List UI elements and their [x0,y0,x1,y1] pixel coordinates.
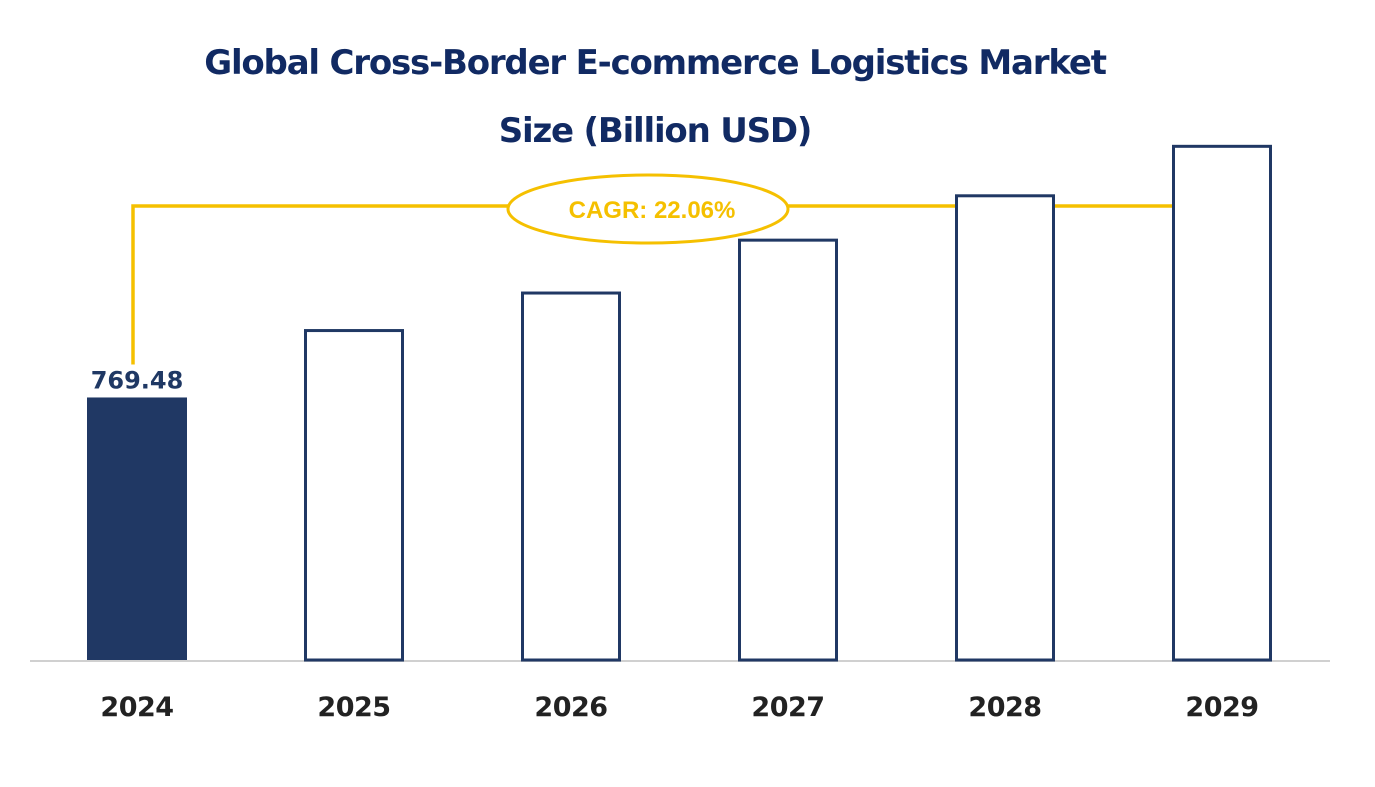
x-tick-label-2028: 2028 [968,692,1041,723]
bar-2024 [87,397,187,660]
chart-title-line-1: Global Cross-Border E-commerce Logistics… [204,43,1106,83]
data-label-2024: 769.48 [91,366,184,394]
bar-2028 [955,194,1055,662]
chart-title-line-2: Size (Billion USD) [499,111,812,151]
bar-labels: 2024 769.48 2025 2026 2027 2028 2029 [91,366,1259,723]
bar-series [87,144,1272,662]
cagr-label: CAGR: 22.06% [569,197,736,224]
x-tick-label-2029: 2029 [1185,692,1258,723]
bar-2027 [738,238,838,662]
cagr-arrow-line [131,204,1178,365]
x-tick-label-2025: 2025 [317,692,390,723]
bar-2025 [304,329,404,662]
bar-2029 [1172,144,1272,662]
x-tick-label-2027: 2027 [751,692,824,723]
bar-2026 [521,291,621,662]
x-tick-label-2026: 2026 [534,692,607,723]
x-tick-label-2024: 2024 [100,692,173,723]
cagr-annotation: CAGR: 22.06% [131,173,1192,365]
cagr-badge [506,173,790,245]
